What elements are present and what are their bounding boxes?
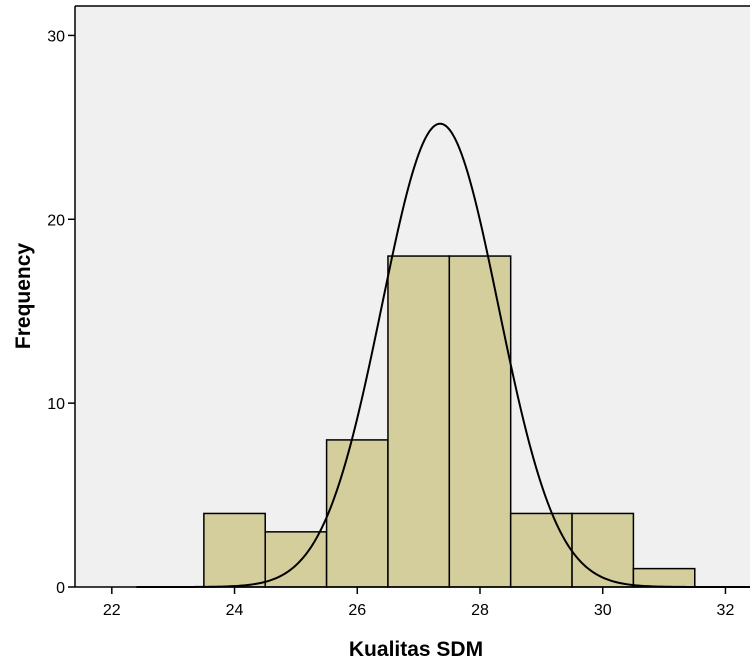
y-axis-title: Frequency: [12, 243, 35, 350]
x-tick-label: 32: [717, 602, 735, 619]
histogram-bar: [509, 512, 573, 588]
y-tick-label: 20: [47, 212, 65, 229]
x-tick-label: 28: [471, 602, 489, 619]
x-axis-title: Kualitas SDM: [349, 638, 483, 661]
histogram-bar: [571, 512, 635, 588]
histogram-bar: [325, 439, 389, 588]
histogram-bar: [203, 512, 266, 588]
bars-layer: [203, 255, 696, 588]
x-tick-label: 26: [348, 602, 366, 619]
y-tick-label: 10: [47, 396, 65, 413]
y-tick-label: 0: [56, 580, 65, 597]
x-tick-label: 30: [594, 602, 612, 619]
axes-layer: 0 10 20 30 22 24 26 28 30 32: [47, 5, 750, 619]
histogram-bar: [448, 255, 512, 588]
y-tick-label: 30: [47, 28, 65, 45]
histogram-bar: [632, 567, 696, 588]
x-tick-label: 22: [103, 602, 121, 619]
normal-curve: [136, 122, 750, 588]
histogram-bar: [387, 255, 451, 588]
x-tick-label: 24: [226, 602, 244, 619]
